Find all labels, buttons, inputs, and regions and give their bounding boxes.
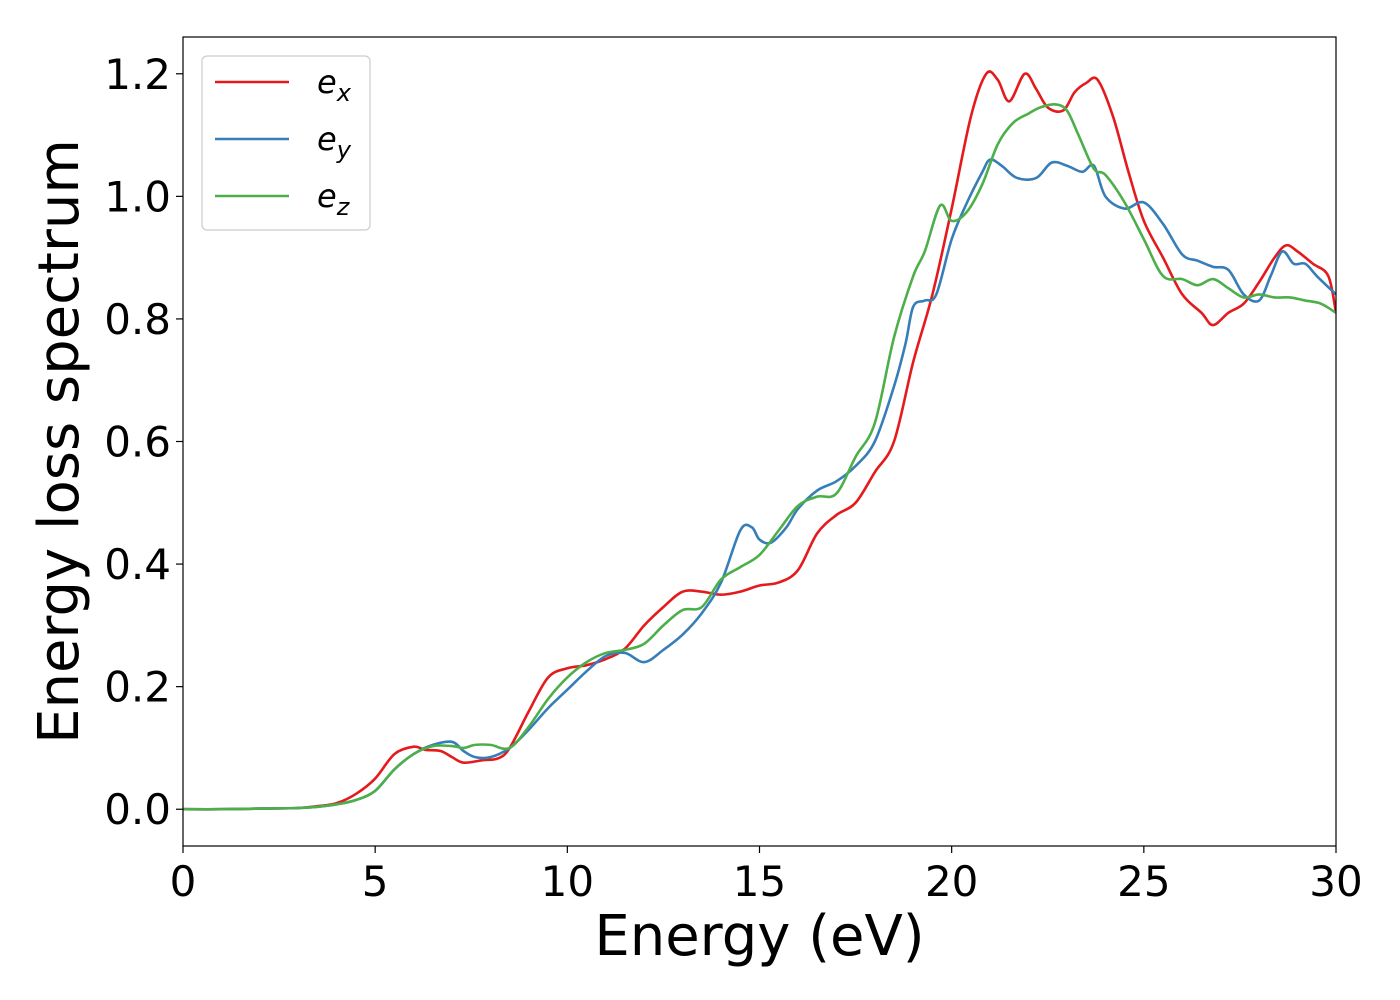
y-tick-label: 0.2 — [104, 663, 171, 712]
legend-label-x: ex — [317, 63, 352, 107]
series-line-e-y — [183, 158, 1336, 811]
series-line-e-x — [183, 70, 1336, 811]
y-tick-label: 1.0 — [104, 172, 171, 221]
series-line-e-z — [183, 103, 1336, 811]
x-tick-label: 30 — [1309, 857, 1362, 906]
y-axis: 0.0 0.2 0.4 0.6 0.8 1.0 1.2 — [104, 50, 183, 834]
y-axis-label: Energy loss spectrum — [27, 139, 92, 744]
legend-label-y: ey — [317, 120, 352, 164]
x-axis-label: Energy (eV) — [594, 904, 924, 969]
y-tick-label: 1.2 — [104, 50, 171, 99]
x-tick-label: 5 — [362, 857, 389, 906]
x-tick-label: 10 — [541, 857, 594, 906]
x-tick-label: 0 — [170, 857, 197, 906]
legend: ex ey ez — [201, 55, 371, 231]
x-tick-label: 25 — [1117, 857, 1170, 906]
x-tick-label: 20 — [925, 857, 978, 906]
x-tick-label: 15 — [733, 857, 786, 906]
y-tick-label: 0.0 — [104, 785, 171, 834]
series-lines — [183, 70, 1336, 811]
y-tick-label: 0.8 — [104, 295, 171, 344]
y-tick-label: 0.4 — [104, 540, 171, 589]
y-tick-label: 0.6 — [104, 418, 171, 467]
x-axis: 0 5 10 15 20 25 30 — [170, 846, 1363, 906]
legend-box — [201, 55, 371, 231]
legend-label-z: ez — [317, 177, 351, 221]
